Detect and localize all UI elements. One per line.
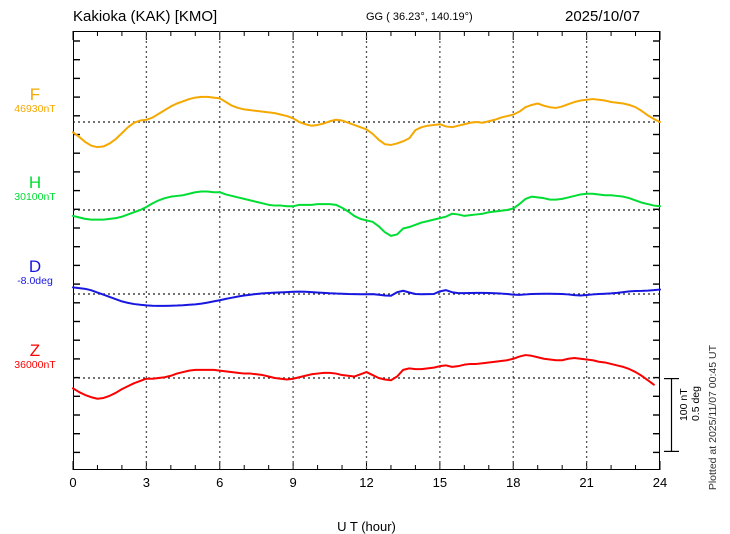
trace-F xyxy=(72,95,661,149)
geographic-coordinates: GG ( 36.23°, 140.19°) xyxy=(366,11,473,23)
scale-deg: 0.5 deg xyxy=(690,386,702,422)
component-baseline-D: -8.0deg xyxy=(17,275,53,287)
x-axis-label: U T (hour) xyxy=(337,519,396,534)
component-symbol-Z: Z xyxy=(29,341,41,360)
trace-D xyxy=(72,286,661,307)
x-tick-label: 6 xyxy=(216,475,224,490)
trace-H xyxy=(72,190,661,237)
x-tick-label: 0 xyxy=(69,475,77,490)
component-symbol-D: D xyxy=(28,257,42,276)
x-tick-label: 9 xyxy=(289,475,297,490)
scale-bar-label: 100 nT 0.5 deg xyxy=(678,386,702,421)
observation-date: 2025/10/07 xyxy=(565,8,641,25)
component-label-H: H 30100nT xyxy=(2,174,68,203)
plot-area: F 46930nT H 30100nT D -8.0deg Z 36000nT 0 3 6 9 12 15… xyxy=(14,31,667,534)
x-tick-label: 18 xyxy=(506,475,521,490)
chart-canvas xyxy=(72,31,661,470)
x-tick-label: 3 xyxy=(142,475,150,490)
x-tick-label: 21 xyxy=(579,475,594,490)
trace-Z xyxy=(72,354,655,400)
x-tick-label: 15 xyxy=(432,475,448,490)
component-symbol-H: H xyxy=(28,173,42,192)
station-title: Kakioka (KAK) [KMO] xyxy=(73,8,218,25)
x-tick-label: 24 xyxy=(652,475,668,490)
component-baseline-H: 30100nT xyxy=(14,191,56,203)
x-tick-label: 12 xyxy=(359,475,374,490)
plotted-timestamp: Plotted at 2025/11/07 00:45 UT xyxy=(707,345,719,491)
scale-nT: 100 nT xyxy=(678,388,690,422)
scale-bar-glyph xyxy=(664,378,679,453)
component-baseline-F: 46930nT xyxy=(14,103,56,115)
component-symbol-F: F xyxy=(29,85,41,104)
component-label-D: D -8.0deg xyxy=(2,258,68,287)
magnetogram-page: Kakioka (KAK) [KMO] GG ( 36.23°, 140.19°… xyxy=(14,8,719,534)
component-label-Z: Z 36000nT xyxy=(2,342,68,371)
component-baseline-Z: 36000nT xyxy=(14,359,56,371)
component-label-F: F 46930nT xyxy=(2,86,68,115)
